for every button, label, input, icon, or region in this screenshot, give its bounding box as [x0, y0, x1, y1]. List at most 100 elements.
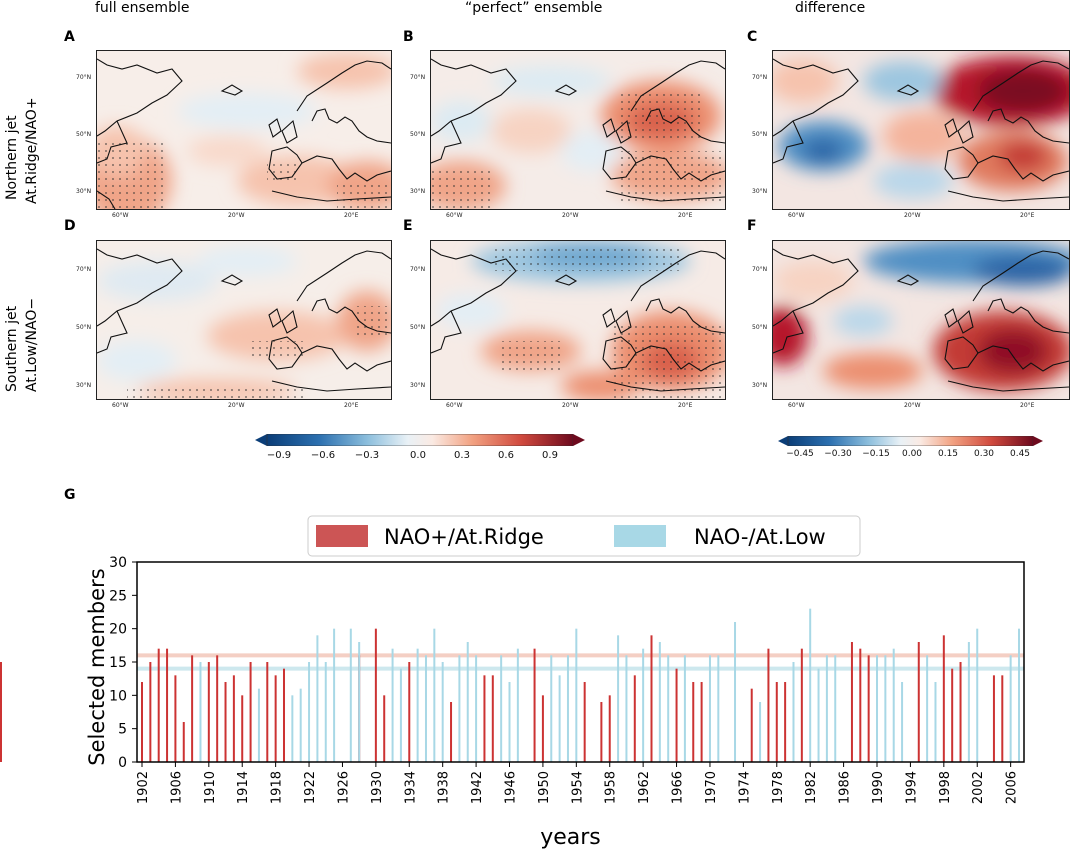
x-tick-label: 1902	[136, 771, 151, 804]
selected-members-chart: 0 5 10 15 20 25 30 1902 1906 1910 1914 1918 1922 1926…	[0, 515, 1025, 850]
lat-tick: 70°N	[752, 74, 768, 81]
colorbar-main-tick: −0.9	[266, 450, 292, 461]
x-tick-label: 1978	[771, 771, 786, 804]
bar-nao-pos	[800, 648, 803, 762]
bar-nao-pos	[274, 675, 277, 762]
y-tick-label: 10	[109, 688, 127, 704]
bar-nao-pos	[408, 662, 411, 762]
x-tick-label: 1994	[904, 771, 919, 804]
x-tick-label: 1998	[938, 771, 953, 804]
lat-tick: 50°N	[410, 131, 426, 138]
bar-nao-neg	[349, 628, 352, 762]
bar-nao-pos	[191, 655, 194, 762]
bar-nao-neg	[934, 682, 937, 762]
bar-nao-neg	[416, 648, 419, 762]
bar-nao-neg	[500, 655, 503, 762]
lat-tick: 70°N	[410, 74, 426, 81]
panel-label-f: F	[747, 218, 757, 234]
column-title-difference: difference	[795, 0, 866, 16]
bar-nao-pos	[959, 662, 962, 762]
bar-nao-pos	[608, 695, 611, 762]
bar-nao-neg	[642, 648, 645, 762]
bar-nao-pos	[917, 642, 920, 762]
lat-tick: 70°N	[410, 266, 426, 273]
map-panel-b	[430, 50, 726, 210]
colorbar-diff-tick: 0.30	[973, 449, 995, 459]
panel-label-d: D	[64, 218, 76, 234]
bar-nao-neg	[817, 668, 820, 762]
legend-swatch-pos	[316, 525, 368, 547]
x-tick-label: 1930	[370, 771, 385, 804]
lat-tick: 30°N	[410, 188, 426, 195]
lat-tick: 30°N	[752, 188, 768, 195]
lat-tick: 30°N	[752, 382, 768, 389]
y-tick-label: 25	[109, 588, 127, 604]
bar-nao-neg	[324, 662, 327, 762]
bar-nao-pos	[583, 682, 586, 762]
bar-nao-neg	[475, 655, 478, 762]
row1-label-line2: At.Ridge/NAO+	[24, 97, 40, 204]
bar-nao-neg	[257, 688, 260, 762]
lon-tick: 20°W	[228, 212, 245, 219]
bar-nao-pos	[174, 675, 177, 762]
x-tick-label: 2006	[1005, 771, 1020, 804]
bar-nao-pos	[750, 688, 753, 762]
bar-nao-pos	[859, 648, 862, 762]
bar-nao-neg	[199, 662, 202, 762]
lon-tick: 20°W	[228, 402, 245, 409]
bar-nao-neg	[658, 642, 661, 762]
x-tick-label: 1934	[403, 771, 418, 804]
x-tick-label: 1966	[671, 771, 686, 804]
bar-nao-neg	[516, 648, 519, 762]
bar-nao-pos	[867, 655, 870, 762]
bar-nao-pos	[784, 682, 787, 762]
bar-nao-neg	[299, 688, 302, 762]
bar-nao-pos	[182, 722, 185, 762]
map-panel-c	[772, 50, 1070, 210]
panel-label-e: E	[403, 218, 413, 234]
map-panel-f	[772, 240, 1070, 400]
x-tick-label: 1958	[604, 771, 619, 804]
bar-nao-pos	[216, 655, 219, 762]
bar-nao-neg	[967, 642, 970, 762]
bar-nao-pos	[675, 668, 678, 762]
bar-nao-pos	[1001, 675, 1004, 762]
bar-nao-pos	[600, 702, 603, 762]
x-tick-label: 1986	[838, 771, 853, 804]
bar-nao-pos	[483, 675, 486, 762]
bar-nao-neg	[884, 655, 887, 762]
bar-nao-neg	[892, 648, 895, 762]
bar-nao-pos	[232, 675, 235, 762]
x-tick-label: 1914	[236, 771, 251, 804]
x-tick-label: 1906	[169, 771, 184, 804]
colorbar-difference	[778, 436, 1043, 446]
x-tick-label: 1990	[871, 771, 886, 804]
bar-nao-pos	[266, 662, 269, 762]
legend-label-pos: NAO+/At.Ridge	[384, 525, 544, 549]
lon-tick: 20°W	[562, 402, 579, 409]
map-panel-e	[430, 240, 726, 400]
bar-nao-pos	[374, 628, 377, 762]
lat-tick: 30°N	[76, 188, 92, 195]
plot-frame	[136, 561, 1025, 763]
bar-nao-neg	[550, 655, 553, 762]
bar-nao-neg	[717, 655, 720, 762]
x-tick-label: 1962	[637, 771, 652, 804]
colorbar-main	[255, 434, 585, 446]
bar-nao-neg	[976, 628, 979, 762]
y-tick-label: 0	[118, 755, 127, 771]
y-tick-label: 5	[118, 722, 127, 738]
lat-tick: 70°N	[752, 266, 768, 273]
bar-nao-neg	[391, 648, 394, 762]
bar-nao-pos	[249, 662, 252, 762]
lon-tick: 20°E	[1020, 402, 1035, 409]
lon-tick: 60°W	[112, 212, 129, 219]
lon-tick: 20°E	[678, 402, 693, 409]
row2-label-line2: At.Low/NAO−	[24, 297, 40, 392]
bar-nao-neg	[708, 655, 711, 762]
bar-nao-neg	[926, 655, 929, 762]
bar-nao-neg	[508, 682, 511, 762]
lon-tick: 60°W	[788, 402, 805, 409]
colorbar-main-tick: 0.0	[410, 450, 426, 461]
x-tick-label: 1922	[303, 771, 318, 804]
